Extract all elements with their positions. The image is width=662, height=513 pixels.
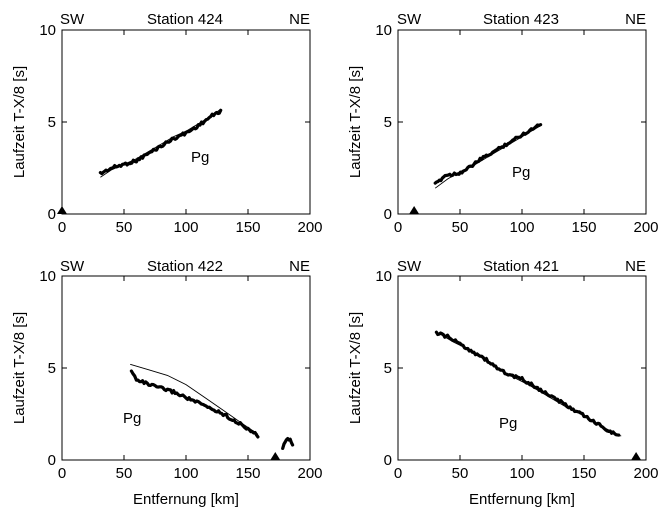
x-tick-label: 50 [452,219,469,236]
direction-left-label: SW [60,11,85,28]
y-tick-label: 10 [39,268,56,285]
panel-station-422: SW Station 422 NE Laufzeit T-X/8 [s] Ent… [11,258,323,508]
x-tick-label: 0 [58,219,66,236]
observed-pg-trace [131,371,258,437]
direction-right-label: NE [625,258,646,275]
x-tick-label: 150 [235,465,260,482]
y-tick-label: 5 [48,360,56,377]
x-tick-label: 150 [571,465,596,482]
plot-frame [62,30,310,214]
y-axis-label: Laufzeit T-X/8 [s] [11,66,28,178]
plot-frame [62,276,310,460]
station-title: Station 421 [483,258,559,275]
phase-label-pg: Pg [191,149,209,166]
x-tick-label: 200 [297,219,322,236]
x-tick-label: 100 [509,219,534,236]
direction-left-label: SW [397,11,422,28]
y-tick-label: 10 [375,22,392,39]
x-axis-label: Entfernung [km] [469,491,575,508]
x-tick-label: 50 [116,465,133,482]
station-position-marker [409,206,419,214]
x-tick-label: 50 [452,465,469,482]
x-tick-label: 50 [116,219,133,236]
direction-right-label: NE [289,11,310,28]
direction-right-label: NE [625,11,646,28]
x-tick-label: 100 [173,219,198,236]
station-title: Station 423 [483,11,559,28]
panel-station-424: SW Station 424 NE Laufzeit T-X/8 [s] Pg … [11,11,323,236]
y-tick-label: 0 [384,206,392,223]
station-title: Station 422 [147,258,223,275]
x-tick-label: 200 [633,219,658,236]
station-position-marker [270,452,280,460]
y-tick-label: 0 [48,452,56,469]
x-tick-label: 200 [633,465,658,482]
station-title: Station 424 [147,11,223,28]
observed-pg-trace-far [283,439,293,449]
y-tick-label: 0 [48,206,56,223]
phase-label-pg: Pg [123,410,141,427]
y-tick-label: 10 [375,268,392,285]
x-tick-label: 0 [394,465,402,482]
y-tick-label: 5 [384,114,392,131]
x-tick-label: 150 [235,219,260,236]
y-tick-label: 5 [48,114,56,131]
plot-frame [398,30,646,214]
x-tick-label: 100 [173,465,198,482]
phase-label-pg: Pg [499,415,517,432]
x-axis-label: Entfernung [km] [133,491,239,508]
phase-label-pg: Pg [512,164,530,181]
direction-left-label: SW [397,258,422,275]
panel-station-421: SW Station 421 NE Laufzeit T-X/8 [s] Ent… [347,258,659,508]
direction-right-label: NE [289,258,310,275]
observed-pg-trace [436,332,618,435]
x-tick-label: 150 [571,219,596,236]
x-tick-label: 100 [509,465,534,482]
y-axis-label: Laufzeit T-X/8 [s] [347,66,364,178]
station-position-marker [57,206,67,214]
x-tick-label: 0 [394,219,402,236]
y-axis-label: Laufzeit T-X/8 [s] [11,312,28,424]
station-position-marker [631,452,641,460]
x-tick-label: 200 [297,465,322,482]
y-tick-label: 10 [39,22,56,39]
y-tick-label: 5 [384,360,392,377]
direction-left-label: SW [60,258,85,275]
x-tick-label: 0 [58,465,66,482]
y-axis-label: Laufzeit T-X/8 [s] [347,312,364,424]
panel-station-423: SW Station 423 NE Laufzeit T-X/8 [s] Pg … [347,11,659,236]
y-tick-label: 0 [384,452,392,469]
